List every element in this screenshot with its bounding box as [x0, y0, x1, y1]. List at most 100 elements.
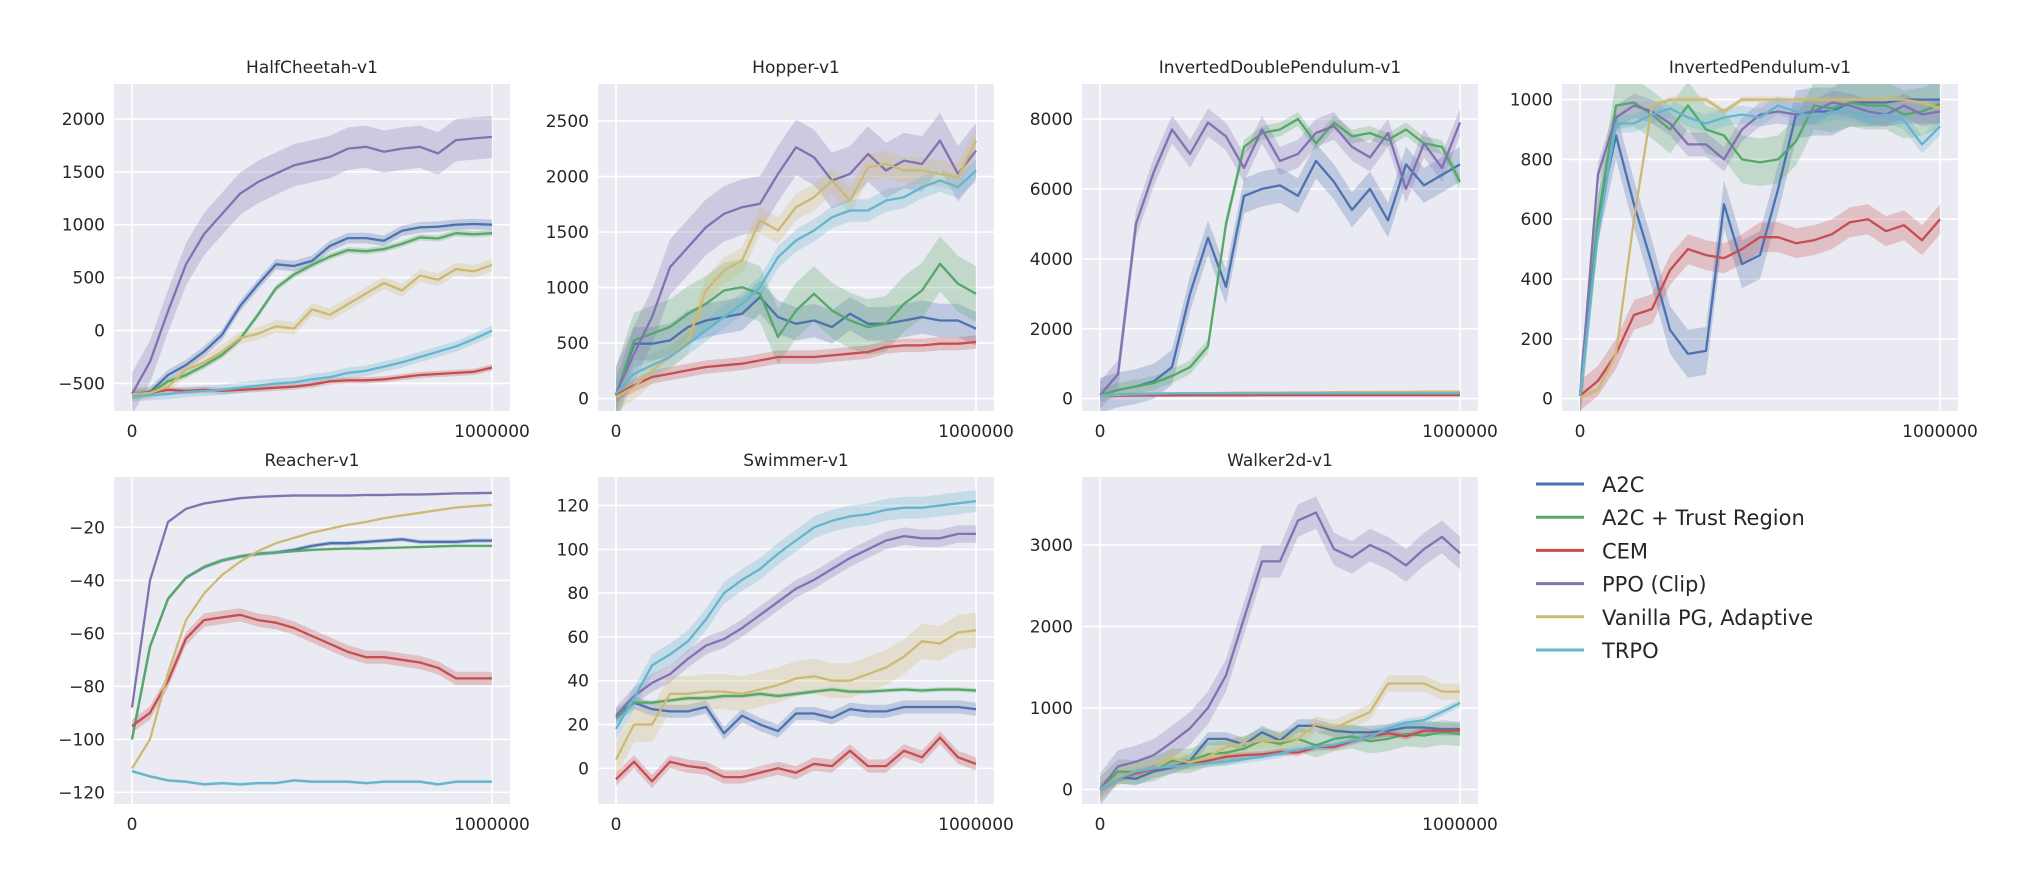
y-tick-label: 4000: [1030, 250, 1073, 270]
line-a2c-trust-region: [131, 232, 493, 396]
y-tick-label: 1000: [1030, 699, 1073, 719]
y-tick-label: 60: [567, 628, 589, 648]
band-cem: [616, 731, 976, 788]
y-tick-label: 0: [1062, 390, 1073, 410]
x-tick-label: 1000000: [938, 815, 1014, 835]
x-tick-label: 0: [1095, 422, 1106, 442]
y-tick-label: 0: [1062, 780, 1073, 800]
y-tick-label: −20: [69, 518, 105, 538]
legend-label: Vanilla PG, Adaptive: [1602, 606, 1813, 630]
line-trpo: [615, 169, 977, 395]
line-trpo: [1578, 104, 1941, 396]
plot-area: [114, 84, 510, 411]
line-ppo-clip-: [615, 532, 976, 717]
band-ppo-clip-: [616, 525, 976, 725]
subplot-title: InvertedPendulum-v1: [1669, 58, 1851, 78]
band-ppo-clip-: [616, 112, 976, 411]
line-a2c: [1099, 159, 1461, 397]
line-cem: [615, 340, 977, 397]
line-a2c-trust-region: [614, 262, 977, 396]
line-vanilla-pg-adaptive: [131, 503, 493, 770]
x-tick-label: 0: [611, 815, 622, 835]
line-trpo: [1099, 392, 1460, 397]
plot-area: [1562, 84, 1958, 411]
legend-item: A2C + Trust Region: [1536, 506, 1805, 530]
subplot-invertedpendulum-v1: 0 200 400 600 800 1000 0 1000000 InvertedPendulu…: [1510, 58, 1978, 442]
line-vanilla-pg-adaptive: [1579, 98, 1941, 399]
band-vanilla-pg-adaptive: [616, 127, 976, 411]
band-ppo-clip-: [1100, 108, 1460, 410]
line-a2c: [1578, 98, 1940, 396]
line-trpo: [131, 769, 492, 786]
subplot-title: InvertedDoublePendulum-v1: [1159, 58, 1402, 78]
x-tick-label: 1000000: [1422, 815, 1498, 835]
band-a2c: [1100, 719, 1460, 796]
band-cem: [616, 335, 976, 402]
line-a2c-trust-region: [130, 544, 492, 740]
x-tick-label: 0: [127, 422, 138, 442]
y-tick-label: −100: [58, 730, 105, 750]
band-a2c-trust-region: [1100, 112, 1460, 403]
legend: A2C A2C + Trust Region CEM PPO (Clip) Vanill…: [1536, 473, 1813, 663]
band-ppo-clip-: [132, 115, 492, 411]
plot-area: [1082, 84, 1478, 411]
line-a2c: [615, 701, 977, 735]
y-tick-label: 400: [1521, 270, 1553, 290]
y-tick-label: −500: [58, 374, 105, 394]
y-tick-label: 40: [567, 672, 589, 692]
y-tick-label: 2500: [546, 112, 589, 132]
y-tick-label: 6000: [1030, 180, 1073, 200]
subplot-title: Walker2d-v1: [1227, 451, 1333, 471]
subplot-title: HalfCheetah-v1: [246, 58, 378, 78]
y-tick-label: 1500: [546, 223, 589, 243]
line-cem: [131, 613, 492, 728]
y-tick-label: 600: [1521, 210, 1553, 230]
legend-item: CEM: [1536, 539, 1648, 563]
y-tick-label: 2000: [1030, 617, 1073, 637]
y-tick-label: 1000: [62, 216, 105, 236]
y-tick-label: 500: [73, 269, 105, 289]
x-tick-label: 1000000: [938, 422, 1014, 442]
y-tick-label: 500: [557, 334, 589, 354]
y-tick-label: 120: [557, 496, 589, 516]
legend-item: TRPO: [1536, 639, 1659, 663]
line-cem: [1579, 218, 1941, 397]
line-cem: [1099, 394, 1460, 398]
y-tick-label: 0: [578, 759, 589, 779]
legend-item: Vanilla PG, Adaptive: [1536, 606, 1813, 630]
legend-item: A2C: [1536, 473, 1644, 497]
line-trpo: [1099, 701, 1461, 791]
line-vanilla-pg-adaptive: [1099, 682, 1460, 791]
y-tick-label: 100: [557, 540, 589, 560]
legend-label: PPO (Clip): [1602, 573, 1707, 597]
subplot-halfcheetah-v1: −500 0 500 1000 1500 2000 0 1000000 HalfCheetah-…: [58, 58, 530, 442]
band-trpo: [616, 159, 976, 405]
y-tick-label: 1000: [1510, 91, 1553, 111]
line-ppo-clip-: [1099, 511, 1461, 791]
y-tick-label: 0: [94, 322, 105, 342]
y-tick-label: 3000: [1030, 536, 1073, 556]
y-tick-label: 0: [1542, 390, 1553, 410]
subplot-inverteddoublependulum-v1: 0 2000 4000 6000 8000 0 1000000 InvertedDoubleP…: [1030, 58, 1498, 442]
subplot-reacher-v1: −120 −100 −80 −60 −40 −20 0 1000000 Reacher-v1: [58, 451, 530, 835]
band-cem: [1580, 204, 1940, 411]
line-ppo-clip-: [614, 139, 977, 395]
y-tick-label: −80: [69, 677, 105, 697]
band-ppo-clip-: [1580, 90, 1940, 408]
subplot-swimmer-v1: 0 20 40 60 80 100 120 0 1000000 Swimmer-v1: [557, 451, 1014, 835]
x-tick-label: 1000000: [454, 815, 530, 835]
y-tick-label: 1000: [546, 279, 589, 299]
line-trpo: [615, 499, 977, 730]
x-tick-label: 0: [127, 815, 138, 835]
subplot-title: Reacher-v1: [265, 451, 360, 471]
x-tick-label: 0: [1095, 815, 1106, 835]
y-tick-label: 200: [1521, 330, 1553, 350]
line-ppo-clip-: [1099, 121, 1462, 396]
line-a2c-trust-region: [1099, 117, 1462, 397]
x-tick-label: 0: [1575, 422, 1586, 442]
band-vanilla-pg-adaptive: [132, 258, 492, 401]
y-tick-label: 20: [567, 715, 589, 735]
y-tick-label: 800: [1521, 150, 1553, 170]
x-tick-label: 1000000: [454, 422, 530, 442]
